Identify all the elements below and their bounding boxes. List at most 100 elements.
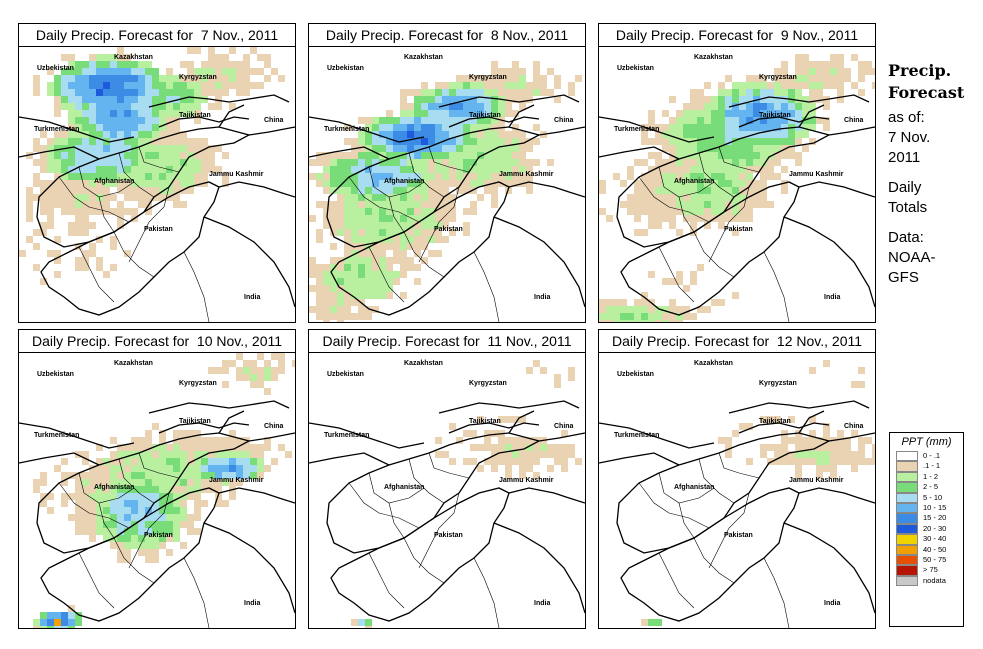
precip-cell bbox=[865, 68, 872, 75]
panel-title: Daily Precip. Forecast for 8 Nov., 2011 bbox=[309, 24, 585, 47]
precip-cell bbox=[138, 528, 145, 535]
precip-cell bbox=[718, 138, 725, 145]
precip-cell bbox=[372, 152, 379, 159]
precip-cell bbox=[215, 61, 222, 68]
precip-cell bbox=[746, 423, 753, 430]
precip-cell bbox=[393, 278, 400, 285]
precip-cell bbox=[187, 61, 194, 68]
precip-cell bbox=[243, 89, 250, 96]
precip-cell bbox=[124, 556, 131, 563]
precip-cell bbox=[732, 124, 739, 131]
panel-title: Daily Precip. Forecast for 10 Nov., 2011 bbox=[19, 330, 295, 353]
precip-cell bbox=[746, 82, 753, 89]
precip-cell bbox=[512, 437, 519, 444]
precip-cell bbox=[781, 117, 788, 124]
precip-cell bbox=[351, 180, 358, 187]
precip-cell bbox=[316, 236, 323, 243]
precip-cell bbox=[124, 208, 131, 215]
precip-cell bbox=[103, 68, 110, 75]
precip-cell bbox=[180, 451, 187, 458]
precip-cell bbox=[830, 61, 837, 68]
precip-cell bbox=[47, 194, 54, 201]
precip-cell bbox=[75, 131, 82, 138]
precip-cell bbox=[512, 110, 519, 117]
precip-cell bbox=[365, 222, 372, 229]
precip-cell bbox=[68, 229, 75, 236]
precip-cell bbox=[697, 215, 704, 222]
precip-cell bbox=[746, 159, 753, 166]
precip-cell bbox=[547, 159, 554, 166]
map-label-pakistan: Pakistan bbox=[144, 226, 173, 233]
precip-cell bbox=[208, 367, 215, 374]
precip-cell bbox=[851, 451, 858, 458]
precip-cell bbox=[250, 458, 257, 465]
precip-cell bbox=[442, 145, 449, 152]
precip-cell bbox=[711, 159, 718, 166]
precip-cell bbox=[830, 444, 837, 451]
precip-cell bbox=[781, 96, 788, 103]
precip-cell bbox=[103, 180, 110, 187]
precip-cell bbox=[152, 535, 159, 542]
legend-label: 10 - 15 bbox=[923, 502, 947, 512]
precip-cell bbox=[760, 180, 767, 187]
precip-cell bbox=[774, 117, 781, 124]
precip-cell bbox=[166, 89, 173, 96]
precip-cell bbox=[697, 166, 704, 173]
forecast-panel-3: Daily Precip. Forecast for 9 Nov., 2011 … bbox=[598, 23, 876, 323]
precip-cell bbox=[606, 313, 613, 320]
precip-cell bbox=[655, 166, 662, 173]
precip-cell bbox=[655, 306, 662, 313]
precip-cell bbox=[82, 514, 89, 521]
precip-cell bbox=[725, 145, 732, 152]
precip-cell bbox=[316, 173, 323, 180]
precip-cell bbox=[718, 173, 725, 180]
precip-cell bbox=[264, 437, 271, 444]
precip-cell bbox=[690, 222, 697, 229]
precip-cell bbox=[774, 89, 781, 96]
precip-cell bbox=[250, 444, 257, 451]
precip-cell bbox=[407, 110, 414, 117]
precip-cell bbox=[180, 507, 187, 514]
precip-cell bbox=[110, 89, 117, 96]
precip-cell bbox=[215, 75, 222, 82]
legend-label: > 75 bbox=[923, 565, 938, 575]
map-label-turkmenistan: Turkmenistan bbox=[324, 432, 369, 439]
precip-cell bbox=[704, 215, 711, 222]
precip-cell bbox=[802, 96, 809, 103]
precip-cell bbox=[201, 68, 208, 75]
precip-cell bbox=[337, 194, 344, 201]
precip-cell bbox=[788, 458, 795, 465]
precip-cell bbox=[68, 54, 75, 61]
precip-cell bbox=[554, 458, 561, 465]
precip-cell bbox=[82, 500, 89, 507]
precip-cell bbox=[250, 360, 257, 367]
precip-cell bbox=[138, 500, 145, 507]
precip-cell bbox=[662, 159, 669, 166]
precip-cell bbox=[166, 500, 173, 507]
precip-cell bbox=[725, 194, 732, 201]
precip-cell bbox=[89, 472, 96, 479]
precip-cell bbox=[47, 507, 54, 514]
precip-cell bbox=[145, 145, 152, 152]
forecast-panel-5: Daily Precip. Forecast for 11 Nov., 2011… bbox=[308, 329, 586, 629]
precip-cell bbox=[407, 124, 414, 131]
precip-cell bbox=[96, 187, 103, 194]
precip-cell bbox=[152, 152, 159, 159]
precip-cell bbox=[337, 222, 344, 229]
precip-cell bbox=[131, 208, 138, 215]
precip-cell bbox=[323, 180, 330, 187]
precip-cell bbox=[816, 458, 823, 465]
precip-cell bbox=[379, 278, 386, 285]
precip-cell bbox=[428, 187, 435, 194]
precip-cell bbox=[428, 229, 435, 236]
precip-cell bbox=[746, 117, 753, 124]
precip-cell bbox=[718, 103, 725, 110]
precip-cell bbox=[131, 479, 138, 486]
precip-cell bbox=[138, 166, 145, 173]
precip-cell bbox=[393, 222, 400, 229]
precip-cell bbox=[33, 145, 40, 152]
precip-cell bbox=[96, 521, 103, 528]
province-boundary bbox=[348, 176, 420, 223]
precip-cell bbox=[159, 493, 166, 500]
province-boundary bbox=[678, 502, 695, 539]
